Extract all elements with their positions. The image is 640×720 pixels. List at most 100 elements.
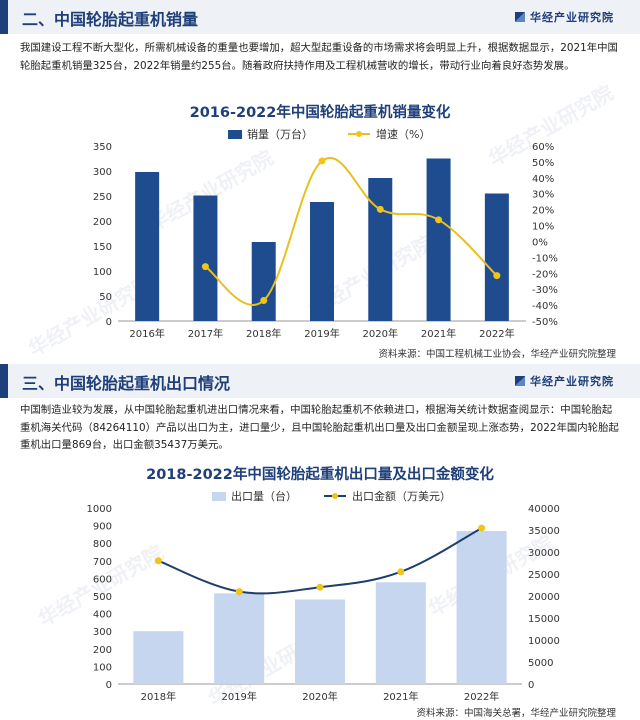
y-left-tick-label: 100 bbox=[93, 662, 112, 673]
section-paragraph: 中国制造业较为发展，从中国轮胎起重机进出口情况来看，中国轮胎起重机不依赖进口，根… bbox=[20, 404, 619, 451]
y-left-tick-label: 600 bbox=[93, 574, 112, 585]
brand-mark-icon bbox=[515, 376, 525, 386]
bar bbox=[214, 593, 265, 684]
y-right-tick-label: 40000 bbox=[528, 504, 560, 515]
x-tick-label: 2019年 bbox=[304, 327, 339, 340]
legend-label: 出口金额（万美元） bbox=[352, 489, 451, 503]
legend-swatch-point bbox=[356, 131, 362, 137]
x-tick-label: 2018年 bbox=[141, 690, 176, 703]
y-right-tick-label: 30000 bbox=[528, 548, 560, 559]
y-right-tick-label: 50% bbox=[532, 158, 554, 169]
x-tick-label: 2020年 bbox=[363, 327, 398, 340]
sales-chart: 0 50 100 150 200 250 300 350 -50% -40% -30% -20% -10… bbox=[93, 127, 558, 340]
y-left-tick-label: 50 bbox=[99, 292, 112, 303]
y-left-tick-label: 300 bbox=[93, 627, 112, 638]
y-right-tick-label: -20% bbox=[532, 269, 558, 280]
brand-name: 华经产业研究院 bbox=[530, 375, 614, 388]
section-title: 二、中国轮胎起重机销量 bbox=[22, 10, 199, 29]
legend-label: 销量（万台） bbox=[247, 127, 313, 141]
brand-name: 华经产业研究院 bbox=[530, 11, 614, 24]
y-right-tick-label: 15000 bbox=[528, 614, 560, 625]
bar bbox=[251, 242, 276, 321]
section-header-export: 三、中国轮胎起重机出口情况 华经产业研究院 bbox=[0, 364, 640, 398]
legend-label: 增速（%） bbox=[376, 127, 430, 141]
y-right-tick-label: -40% bbox=[532, 301, 558, 312]
section-accent-bar bbox=[0, 364, 8, 398]
y-right-tick-label: 25000 bbox=[528, 570, 560, 581]
legend-swatch-bar bbox=[228, 130, 242, 139]
bar bbox=[295, 599, 345, 684]
x-tick-label: 2022年 bbox=[479, 327, 514, 340]
bar bbox=[135, 172, 160, 321]
bar bbox=[193, 195, 218, 321]
brand-mark-icon bbox=[515, 12, 525, 22]
legend-swatch-bar bbox=[212, 492, 226, 501]
brand-logo: 华经产业研究院 bbox=[515, 373, 614, 389]
export-chart: 0 100 200 300 400 500 600 700 800 900 10000 5000 100… bbox=[87, 489, 560, 703]
y-left-tick-label: 700 bbox=[93, 557, 112, 568]
section-header-sales: 二、中国轮胎起重机销量 华经产业研究院 bbox=[0, 0, 640, 34]
line-point bbox=[235, 588, 243, 596]
series-line bbox=[204, 157, 498, 306]
y-right-tick-label: 10% bbox=[532, 222, 554, 233]
y-right-tick-label: -30% bbox=[532, 285, 558, 296]
y-left-tick-label: 200 bbox=[93, 645, 112, 656]
section-accent-bar bbox=[0, 0, 8, 34]
y-left-tick-label: 1000 bbox=[87, 504, 112, 515]
y-right-tick-label: 60% bbox=[532, 142, 554, 153]
section-title: 三、中国轮胎起重机出口情况 bbox=[22, 374, 231, 393]
y-right-tick-label: 0% bbox=[532, 237, 548, 248]
y-left-tick-label: 0 bbox=[106, 680, 112, 691]
y-left-tick-label: 250 bbox=[93, 192, 112, 203]
brand-logo: 华经产业研究院 bbox=[515, 9, 614, 25]
legend-swatch-point bbox=[332, 493, 338, 499]
source-note: 资料来源：中国工程机械工业协会，华经产业研究院整理 bbox=[378, 349, 616, 360]
bar bbox=[133, 631, 184, 684]
y-left-tick-label: 900 bbox=[93, 522, 112, 533]
chart-title: 2016-2022年中国轮胎起重机销量变化 bbox=[189, 105, 451, 121]
bar bbox=[456, 531, 507, 684]
line-point bbox=[493, 272, 501, 280]
bar bbox=[484, 193, 509, 321]
y-right-tick-label: 20% bbox=[532, 206, 554, 217]
x-tick-label: 2018年 bbox=[246, 327, 281, 340]
line-point bbox=[260, 296, 268, 304]
line-point bbox=[318, 157, 326, 165]
y-right-tick-label: -10% bbox=[532, 253, 558, 264]
section-paragraph: 我国建设工程不断大型化，所需机械设备的重量也要增加，超大型起重设备的市场需求将会… bbox=[20, 42, 618, 72]
y-left-tick-label: 400 bbox=[93, 610, 112, 621]
y-right-tick-label: 40% bbox=[532, 174, 554, 185]
line-point bbox=[201, 263, 209, 271]
y-left-tick-label: 800 bbox=[93, 539, 112, 550]
legend-label: 出口量（台） bbox=[231, 489, 297, 503]
chart-title: 2018-2022年中国轮胎起重机出口量及出口金额变化 bbox=[146, 467, 494, 483]
bar bbox=[368, 178, 393, 321]
line-point bbox=[397, 568, 405, 576]
y-right-tick-label: -50% bbox=[532, 317, 558, 328]
line-point bbox=[316, 583, 324, 591]
bar bbox=[375, 582, 426, 684]
y-left-tick-label: 350 bbox=[93, 142, 112, 153]
x-tick-label: 2016年 bbox=[129, 327, 164, 340]
y-right-tick-label: 30% bbox=[532, 190, 554, 201]
y-left-tick-label: 100 bbox=[93, 267, 112, 278]
x-tick-label: 2022年 bbox=[464, 690, 499, 703]
y-left-tick-label: 150 bbox=[93, 242, 112, 253]
y-left-tick-label: 300 bbox=[93, 167, 112, 178]
y-right-tick-label: 10000 bbox=[528, 636, 560, 647]
x-tick-label: 2017年 bbox=[188, 327, 223, 340]
y-right-tick-label: 20000 bbox=[528, 592, 560, 603]
source-note: 资料来源：中国海关总署，华经产业研究院整理 bbox=[416, 708, 616, 719]
y-left-tick-label: 200 bbox=[93, 217, 112, 228]
x-tick-label: 2019年 bbox=[221, 690, 256, 703]
bar bbox=[426, 158, 451, 321]
line-point bbox=[154, 557, 162, 565]
y-left-tick-label: 500 bbox=[93, 592, 112, 603]
y-right-tick-label: 35000 bbox=[528, 526, 560, 537]
x-tick-label: 2021年 bbox=[383, 690, 418, 703]
y-right-tick-label: 5000 bbox=[528, 658, 553, 669]
line-point bbox=[376, 205, 384, 213]
series-line bbox=[158, 527, 483, 595]
line-point bbox=[478, 524, 486, 532]
line-point bbox=[435, 216, 443, 224]
